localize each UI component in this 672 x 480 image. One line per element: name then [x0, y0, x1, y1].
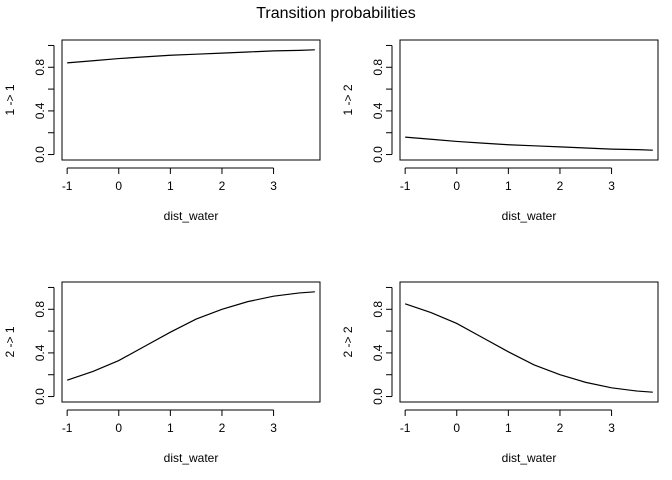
x-axis-label: dist_water: [502, 451, 557, 465]
panel-3: -1 0 1 2 3 0.0 0.4 0.8 dist_water 2 -> 1: [3, 281, 321, 465]
x-tick-label: 0: [115, 421, 122, 435]
plot-frame: [61, 281, 321, 403]
y-axis-label: 2 -> 1: [3, 326, 17, 357]
y-tick-label: 0.8: [33, 301, 47, 318]
x-tick-label: 1: [505, 179, 512, 193]
y-tick-label: 0.0: [371, 146, 385, 163]
x-tick-label: -1: [62, 179, 73, 193]
y-axis-label: 1 -> 2: [341, 84, 355, 115]
panel-4: -1 0 1 2 3 0.0 0.4 0.8 dist_water 2 -> 2: [341, 281, 659, 465]
x-tick-label: 0: [453, 421, 460, 435]
series-line: [66, 291, 315, 381]
x-tick-label: -1: [400, 179, 411, 193]
y-axis-label: 2 -> 2: [341, 326, 355, 357]
x-tick-label: 2: [557, 179, 564, 193]
y-tick-label: 0.4: [33, 344, 47, 361]
plot-frame: [61, 39, 321, 161]
series-line: [404, 303, 653, 393]
panel-1: -1 0 1 2 3 0.0 0.4 0.8 dist_water 1 -> 1: [3, 39, 321, 223]
panel-2: -1 0 1 2 3 0.0 0.4 0.8 dist_water 1 -> 2: [341, 39, 659, 223]
y-tick-label: 0.8: [371, 59, 385, 76]
y-tick-label: 0.0: [371, 388, 385, 405]
series-line: [405, 136, 653, 151]
x-tick-label: 3: [270, 179, 277, 193]
x-axis-label: dist_water: [164, 209, 219, 223]
x-tick-label: -1: [62, 421, 73, 435]
y-tick-label: 0.0: [33, 388, 47, 405]
plot-frame: [399, 39, 659, 161]
x-tick-label: 3: [270, 421, 277, 435]
x-tick-label: 0: [453, 179, 460, 193]
x-tick-label: 3: [608, 179, 615, 193]
x-tick-label: -1: [400, 421, 411, 435]
y-axis-label: 1 -> 1: [3, 84, 17, 115]
y-tick-label: 0.4: [33, 102, 47, 119]
figure-title: Transition probabilities: [256, 5, 416, 22]
y-tick-label: 0.8: [33, 59, 47, 76]
x-tick-label: 2: [219, 179, 226, 193]
y-tick-label: 0.0: [33, 146, 47, 163]
x-axis-label: dist_water: [164, 451, 219, 465]
series-line: [67, 49, 315, 64]
x-tick-label: 2: [219, 421, 226, 435]
x-tick-label: 1: [167, 421, 174, 435]
y-tick-label: 0.8: [371, 301, 385, 318]
plot-frame: [399, 281, 659, 403]
x-tick-label: 1: [167, 179, 174, 193]
x-tick-label: 2: [557, 421, 564, 435]
y-tick-label: 0.4: [371, 102, 385, 119]
x-axis-label: dist_water: [502, 209, 557, 223]
x-tick-label: 3: [608, 421, 615, 435]
x-tick-label: 0: [115, 179, 122, 193]
y-tick-label: 0.4: [371, 344, 385, 361]
x-tick-label: 1: [505, 421, 512, 435]
